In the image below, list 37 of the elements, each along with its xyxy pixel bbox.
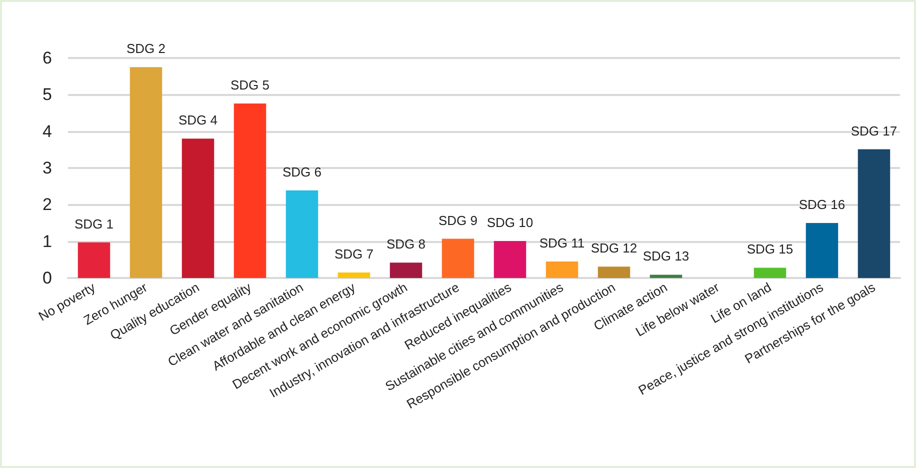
bar <box>806 223 838 278</box>
y-tick-label: 0 <box>42 268 52 288</box>
bar <box>234 103 266 278</box>
bar <box>130 67 162 278</box>
y-tick-label: 2 <box>42 195 52 214</box>
data-label: SDG 4 <box>178 112 218 128</box>
data-label: SDG 6 <box>282 164 322 180</box>
y-tick-label: 6 <box>42 48 52 68</box>
bar <box>650 274 682 278</box>
y-tick-label: 3 <box>42 158 52 178</box>
data-label: SDG 7 <box>334 246 374 262</box>
data-label: SDG 9 <box>438 212 478 228</box>
bar <box>390 262 422 278</box>
data-label: SDG 1 <box>74 216 114 232</box>
data-label: SDG 15 <box>746 242 794 257</box>
y-tick-label: 4 <box>42 122 52 141</box>
data-label: SDG 12 <box>590 240 638 256</box>
bar <box>598 266 630 278</box>
bar <box>338 272 370 278</box>
data-label: SDG 2 <box>126 41 166 56</box>
y-tick-label: 5 <box>42 85 52 104</box>
bar <box>494 240 526 278</box>
bar <box>546 262 578 278</box>
y-tick-label: 1 <box>42 232 52 251</box>
bar <box>858 149 890 278</box>
data-label: SDG 10 <box>486 214 534 230</box>
data-label: SDG 11 <box>539 236 585 250</box>
data-label: SDG 8 <box>386 236 426 252</box>
data-label: SDG 17 <box>850 123 898 138</box>
bar <box>286 190 318 278</box>
bar <box>442 238 474 278</box>
data-label: SDG 5 <box>230 77 270 92</box>
bar <box>182 138 214 278</box>
bar <box>754 268 786 278</box>
bar <box>78 242 110 278</box>
data-label: SDG 16 <box>798 197 846 212</box>
data-label: SDG 13 <box>642 248 690 264</box>
